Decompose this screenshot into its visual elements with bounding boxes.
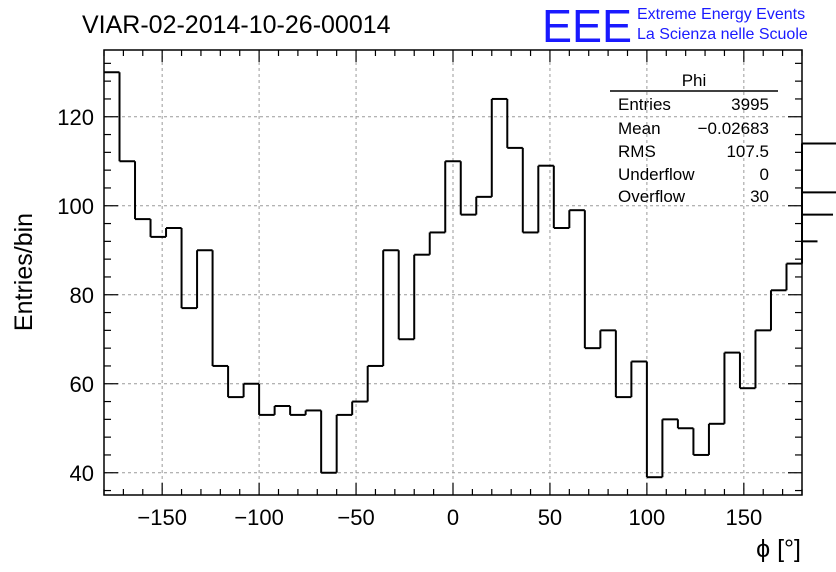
y-tick-label: 100 [57,194,94,219]
y-axis-label: Entries/bin [10,213,38,331]
stats-label-overflow: Overflow [618,187,686,206]
tick-labels: −150 −100 −50 0 50 100 150 40 60 80 100 120 [57,105,762,530]
stats-value-entries: 3995 [731,95,769,114]
stats-label-rms: RMS [618,142,656,161]
x-tick-label: 150 [725,505,762,530]
stats-title: Phi [682,71,707,90]
x-tick-label: 50 [538,505,562,530]
x-tick-label: −50 [337,505,374,530]
x-tick-label: −100 [234,505,284,530]
stats-box: Phi Entries 3995 Mean −0.02683 RMS 107.5… [610,71,778,206]
stats-label-mean: Mean [618,119,661,138]
x-tick-label: 100 [629,505,666,530]
grid-lines [104,50,802,495]
stats-label-entries: Entries [618,95,671,114]
x-axis-label: ϕ [°] [756,535,801,563]
axis-ticks [103,50,803,495]
stats-value-underflow: 0 [760,165,769,184]
y-tick-label: 120 [57,105,94,130]
histogram-bars [104,71,836,479]
chart-title: VIAR-02-2014-10-26-00014 [82,11,391,39]
x-tick-label: 0 [447,505,459,530]
eee-logo: EEE [542,0,632,52]
y-tick-label: 60 [70,372,94,397]
stats-value-overflow: 30 [750,187,769,206]
stats-value-mean: −0.02683 [698,119,769,138]
x-tick-label: −150 [137,505,187,530]
stats-label-underflow: Underflow [618,165,695,184]
brand-line-1: Extreme Energy Events [637,6,805,23]
y-tick-label: 40 [70,461,94,486]
brand-line-2: La Scienza nelle Scuole [637,26,808,43]
stats-value-rms: 107.5 [726,142,769,161]
y-tick-label: 80 [70,283,94,308]
